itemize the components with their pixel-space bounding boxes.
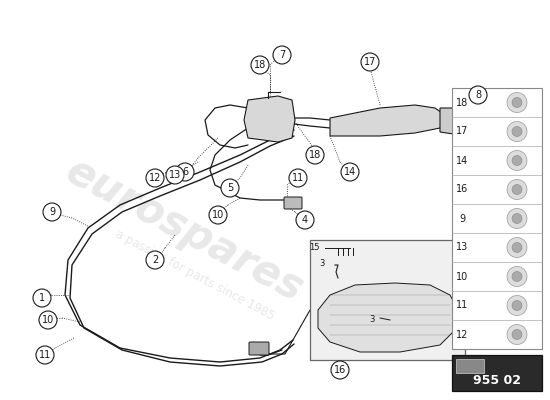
Circle shape	[221, 179, 239, 197]
FancyBboxPatch shape	[284, 197, 302, 209]
Text: 7: 7	[279, 50, 285, 60]
Circle shape	[361, 53, 379, 71]
Polygon shape	[244, 96, 295, 142]
Circle shape	[512, 272, 522, 282]
Text: 14: 14	[456, 156, 468, 166]
Circle shape	[512, 330, 522, 340]
Circle shape	[146, 169, 164, 187]
Circle shape	[507, 208, 527, 228]
Text: 13: 13	[169, 170, 181, 180]
Circle shape	[507, 122, 527, 142]
Text: 13: 13	[456, 242, 468, 252]
Circle shape	[512, 242, 522, 252]
Text: 3: 3	[370, 316, 375, 324]
Circle shape	[512, 214, 522, 224]
Text: eurospares: eurospares	[59, 150, 311, 310]
Polygon shape	[330, 105, 445, 136]
Polygon shape	[318, 283, 458, 352]
FancyBboxPatch shape	[249, 342, 269, 355]
Circle shape	[512, 300, 522, 310]
Circle shape	[331, 361, 349, 379]
Circle shape	[146, 251, 164, 269]
Text: 12: 12	[149, 173, 161, 183]
Text: 11: 11	[456, 300, 468, 310]
Circle shape	[341, 163, 359, 181]
Text: 10: 10	[456, 272, 468, 282]
Bar	[452, 88, 542, 349]
Text: 5: 5	[227, 183, 233, 193]
Text: 8: 8	[475, 90, 481, 100]
Text: 1: 1	[39, 293, 45, 303]
Text: 14: 14	[344, 167, 356, 177]
Text: 9: 9	[459, 214, 465, 224]
Text: 15: 15	[310, 244, 320, 252]
Text: 18: 18	[309, 150, 321, 160]
Circle shape	[176, 163, 194, 181]
Bar	[452, 355, 542, 391]
Circle shape	[507, 150, 527, 170]
Circle shape	[507, 92, 527, 112]
Circle shape	[36, 346, 54, 364]
Circle shape	[209, 206, 227, 224]
Circle shape	[507, 296, 527, 316]
Text: 17: 17	[364, 57, 376, 67]
Text: 3: 3	[320, 258, 325, 268]
Circle shape	[507, 324, 527, 344]
Text: 955 02: 955 02	[473, 374, 521, 388]
Text: 16: 16	[456, 184, 468, 194]
Text: 4: 4	[302, 215, 308, 225]
Circle shape	[512, 126, 522, 136]
Text: 10: 10	[42, 315, 54, 325]
Bar	[456, 359, 484, 373]
Circle shape	[469, 86, 487, 104]
Text: 9: 9	[49, 207, 55, 217]
Circle shape	[512, 98, 522, 108]
Bar	[310, 240, 465, 360]
Text: 6: 6	[182, 167, 188, 177]
Text: 18: 18	[254, 60, 266, 70]
Text: 2: 2	[152, 255, 158, 265]
Text: 11: 11	[292, 173, 304, 183]
Circle shape	[39, 311, 57, 329]
Text: 16: 16	[334, 365, 346, 375]
Circle shape	[43, 203, 61, 221]
Circle shape	[273, 46, 291, 64]
Circle shape	[166, 166, 184, 184]
Text: 11: 11	[39, 350, 51, 360]
Text: a passion for parts since 1985: a passion for parts since 1985	[113, 228, 277, 322]
Text: 17: 17	[456, 126, 468, 136]
Circle shape	[507, 180, 527, 200]
Circle shape	[296, 211, 314, 229]
Circle shape	[512, 184, 522, 194]
Circle shape	[512, 156, 522, 166]
Circle shape	[251, 56, 269, 74]
Circle shape	[507, 238, 527, 258]
Circle shape	[33, 289, 51, 307]
Text: 12: 12	[456, 330, 468, 340]
Text: 18: 18	[456, 98, 468, 108]
Circle shape	[289, 169, 307, 187]
Polygon shape	[440, 108, 468, 135]
Circle shape	[507, 266, 527, 286]
Text: 10: 10	[212, 210, 224, 220]
Circle shape	[306, 146, 324, 164]
